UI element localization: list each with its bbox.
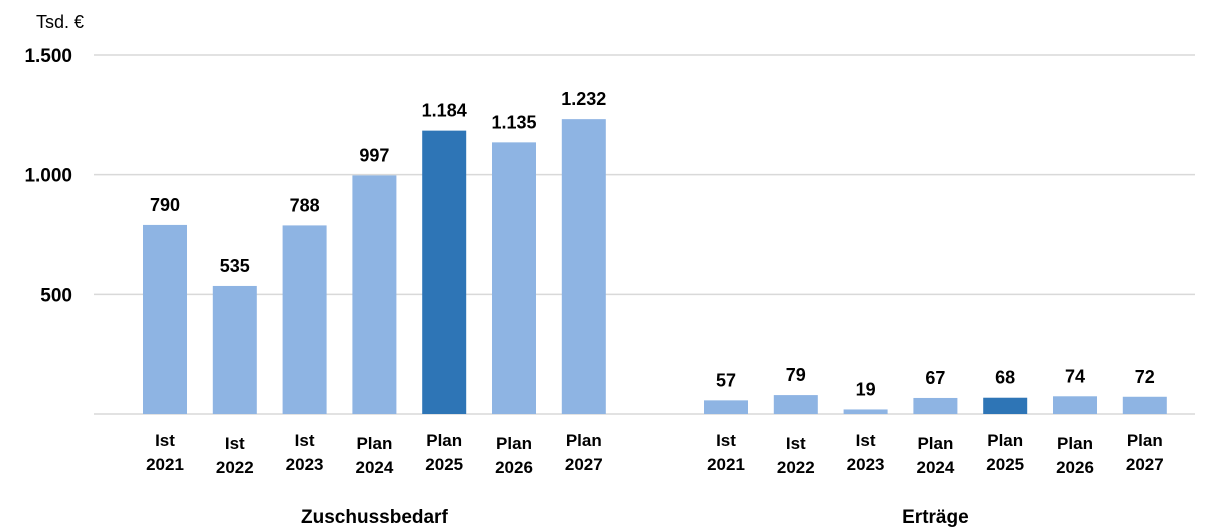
bar	[143, 224, 187, 414]
category-label-line1: Plan	[1057, 434, 1093, 453]
bars	[143, 119, 1167, 415]
y-tick-label: 1.000	[24, 166, 72, 187]
category-label-line2: 2025	[986, 455, 1024, 474]
category-label-line1: Ist	[155, 431, 175, 450]
group-label: Erträge	[902, 507, 969, 527]
category-label-line2: 2026	[495, 458, 533, 477]
category-label-line2: 2027	[565, 455, 603, 474]
data-label: 57	[716, 370, 736, 390]
gridlines	[94, 54, 1195, 415]
data-label: 1.135	[491, 112, 536, 132]
category-label-line2: 2021	[707, 455, 745, 474]
category-label-line2: 2026	[1056, 458, 1094, 477]
category-label-line2: 2025	[425, 455, 463, 474]
bar	[1122, 396, 1167, 414]
data-label: 74	[1065, 366, 1085, 386]
category-label-line1: Plan	[1127, 431, 1163, 450]
category-label-line1: Plan	[496, 434, 532, 453]
y-axis-unit-label: Tsd. €	[36, 12, 84, 32]
bar	[561, 119, 606, 415]
category-label-line2: 2021	[146, 455, 184, 474]
y-tick-label: 1.500	[24, 46, 72, 67]
y-tick-label: 500	[40, 285, 72, 306]
category-label-line1: Plan	[426, 431, 462, 450]
bar	[983, 397, 1028, 414]
category-label-line1: Ist	[716, 431, 736, 450]
category-label-line1: Ist	[225, 434, 245, 453]
bar	[704, 400, 748, 414]
data-label: 535	[220, 256, 250, 276]
category-label-line2: 2027	[1126, 455, 1164, 474]
category-label-line1: Plan	[917, 434, 953, 453]
category-label-line2: 2022	[216, 458, 254, 477]
labels: 790 Ist 2021 535 Ist 2022 788 Ist 2023 997 Plan 202…	[146, 89, 1164, 527]
bar	[282, 225, 327, 414]
data-label: 1.184	[422, 101, 467, 121]
data-label: 1.232	[561, 89, 606, 109]
category-label-line2: 2023	[847, 455, 885, 474]
data-label: 788	[290, 195, 320, 215]
data-label: 19	[856, 379, 876, 399]
data-label: 997	[359, 145, 389, 165]
bar	[773, 395, 818, 414]
data-label: 72	[1135, 367, 1155, 387]
category-label-line2: 2022	[777, 458, 815, 477]
category-label-line2: 2024	[355, 458, 393, 477]
bar	[492, 142, 536, 414]
category-label-line1: Plan	[987, 431, 1023, 450]
bar	[913, 397, 958, 414]
category-label-line2: 2023	[286, 455, 324, 474]
bar	[352, 175, 397, 414]
category-label-line1: Ist	[295, 431, 315, 450]
category-label-line1: Plan	[356, 434, 392, 453]
bar	[212, 285, 257, 414]
category-label-line2: 2024	[916, 458, 954, 477]
y-axis-ticks: 500 1.000 1.500	[24, 46, 72, 306]
data-label: 67	[925, 368, 945, 388]
bar	[843, 409, 888, 414]
bar	[422, 130, 467, 414]
category-label-line1: Ist	[856, 431, 876, 450]
data-label: 79	[786, 365, 806, 385]
data-label: 68	[995, 368, 1015, 388]
category-label-line1: Ist	[786, 434, 806, 453]
data-label: 790	[150, 195, 180, 215]
category-label-line1: Plan	[566, 431, 602, 450]
bar	[1053, 396, 1097, 414]
group-label: Zuschussbedarf	[301, 507, 448, 527]
